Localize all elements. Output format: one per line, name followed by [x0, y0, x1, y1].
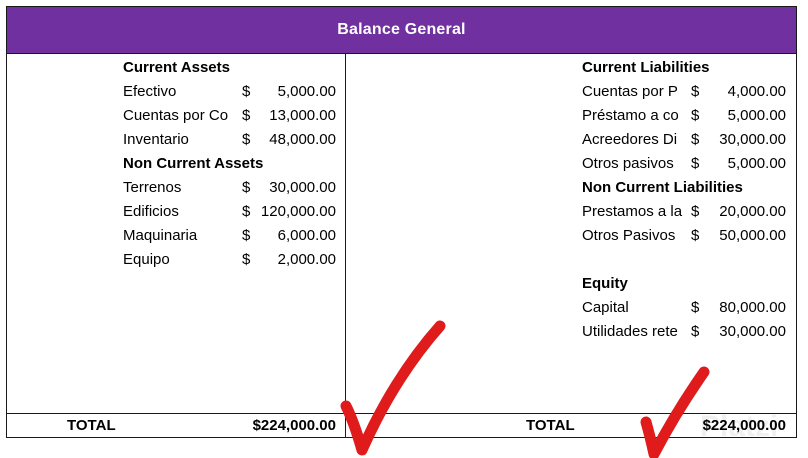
checkmark-icon: [340, 320, 446, 456]
liabilities-total-value: $224,000.00: [702, 417, 786, 434]
equity-heading: Equity: [582, 275, 628, 292]
currency-sign: $: [242, 179, 251, 196]
asset-amount: 2,000.00: [277, 251, 336, 268]
asset-amount: 13,000.00: [269, 107, 336, 124]
currency-sign: $: [691, 107, 700, 124]
liability-amount: 20,000.00: [719, 203, 786, 220]
asset-amount: 30,000.00: [269, 179, 336, 196]
liabilities-total-label: TOTAL: [526, 417, 575, 434]
liability-label: Acreedores Di: [582, 131, 678, 148]
liability-label: Cuentas por P: [582, 83, 678, 100]
asset-amount: 6,000.00: [277, 227, 336, 244]
current-assets-heading: Current Assets: [123, 59, 230, 76]
equity-amount: 30,000.00: [719, 323, 786, 340]
liability-amount: 4,000.00: [727, 83, 786, 100]
currency-sign: $: [242, 203, 251, 220]
currency-sign: $: [242, 227, 251, 244]
asset-amount: 5,000.00: [277, 83, 336, 100]
currency-sign: $: [691, 227, 700, 244]
assets-total-label: TOTAL: [67, 417, 116, 434]
liability-label: Otros pasivos: [582, 155, 674, 172]
equity-label: Utilidades rete: [582, 323, 678, 340]
column-divider: [345, 54, 346, 438]
liability-amount: 5,000.00: [727, 155, 786, 172]
liability-label: Préstamo a co: [582, 107, 679, 124]
total-bottom-border: [6, 437, 797, 438]
sheet-title: Balance General: [6, 6, 797, 54]
currency-sign: $: [691, 131, 700, 148]
asset-label: Equipo: [123, 251, 170, 268]
right-border: [796, 54, 797, 438]
platzi-watermark: Platzi: [700, 410, 779, 443]
currency-sign: $: [242, 83, 251, 100]
current-liabilities-heading: Current Liabilities: [582, 59, 710, 76]
currency-sign: $: [242, 131, 251, 148]
non-current-liabilities-heading: Non Current Liabilities: [582, 179, 743, 196]
checkmark-icon: [640, 366, 710, 458]
asset-label: Cuentas por Co: [123, 107, 229, 124]
currency-sign: $: [242, 107, 251, 124]
left-border: [6, 54, 7, 438]
equity-amount: 80,000.00: [719, 299, 786, 316]
asset-label: Terrenos: [123, 179, 182, 196]
currency-sign: $: [691, 203, 700, 220]
liability-label: Otros Pasivos: [582, 227, 676, 244]
asset-label: Inventario: [123, 131, 189, 148]
currency-sign: $: [691, 323, 700, 340]
liability-amount: 50,000.00: [719, 227, 786, 244]
asset-label: Edificios: [123, 203, 179, 220]
non-current-assets-heading: Non Current Assets: [123, 155, 264, 172]
currency-sign: $: [691, 83, 700, 100]
currency-sign: $: [691, 299, 700, 316]
assets-total-value: $224,000.00: [252, 417, 336, 434]
liability-label: Prestamos a la: [582, 203, 683, 220]
liability-amount: 5,000.00: [727, 107, 786, 124]
asset-amount: 48,000.00: [269, 131, 336, 148]
equity-label: Capital: [582, 299, 629, 316]
asset-label: Maquinaria: [123, 227, 198, 244]
currency-sign: $: [242, 251, 251, 268]
liability-amount: 30,000.00: [719, 131, 786, 148]
total-top-border: [6, 413, 797, 414]
asset-amount: 120,000.00: [260, 203, 336, 220]
currency-sign: $: [691, 155, 700, 172]
asset-label: Efectivo: [123, 83, 177, 100]
